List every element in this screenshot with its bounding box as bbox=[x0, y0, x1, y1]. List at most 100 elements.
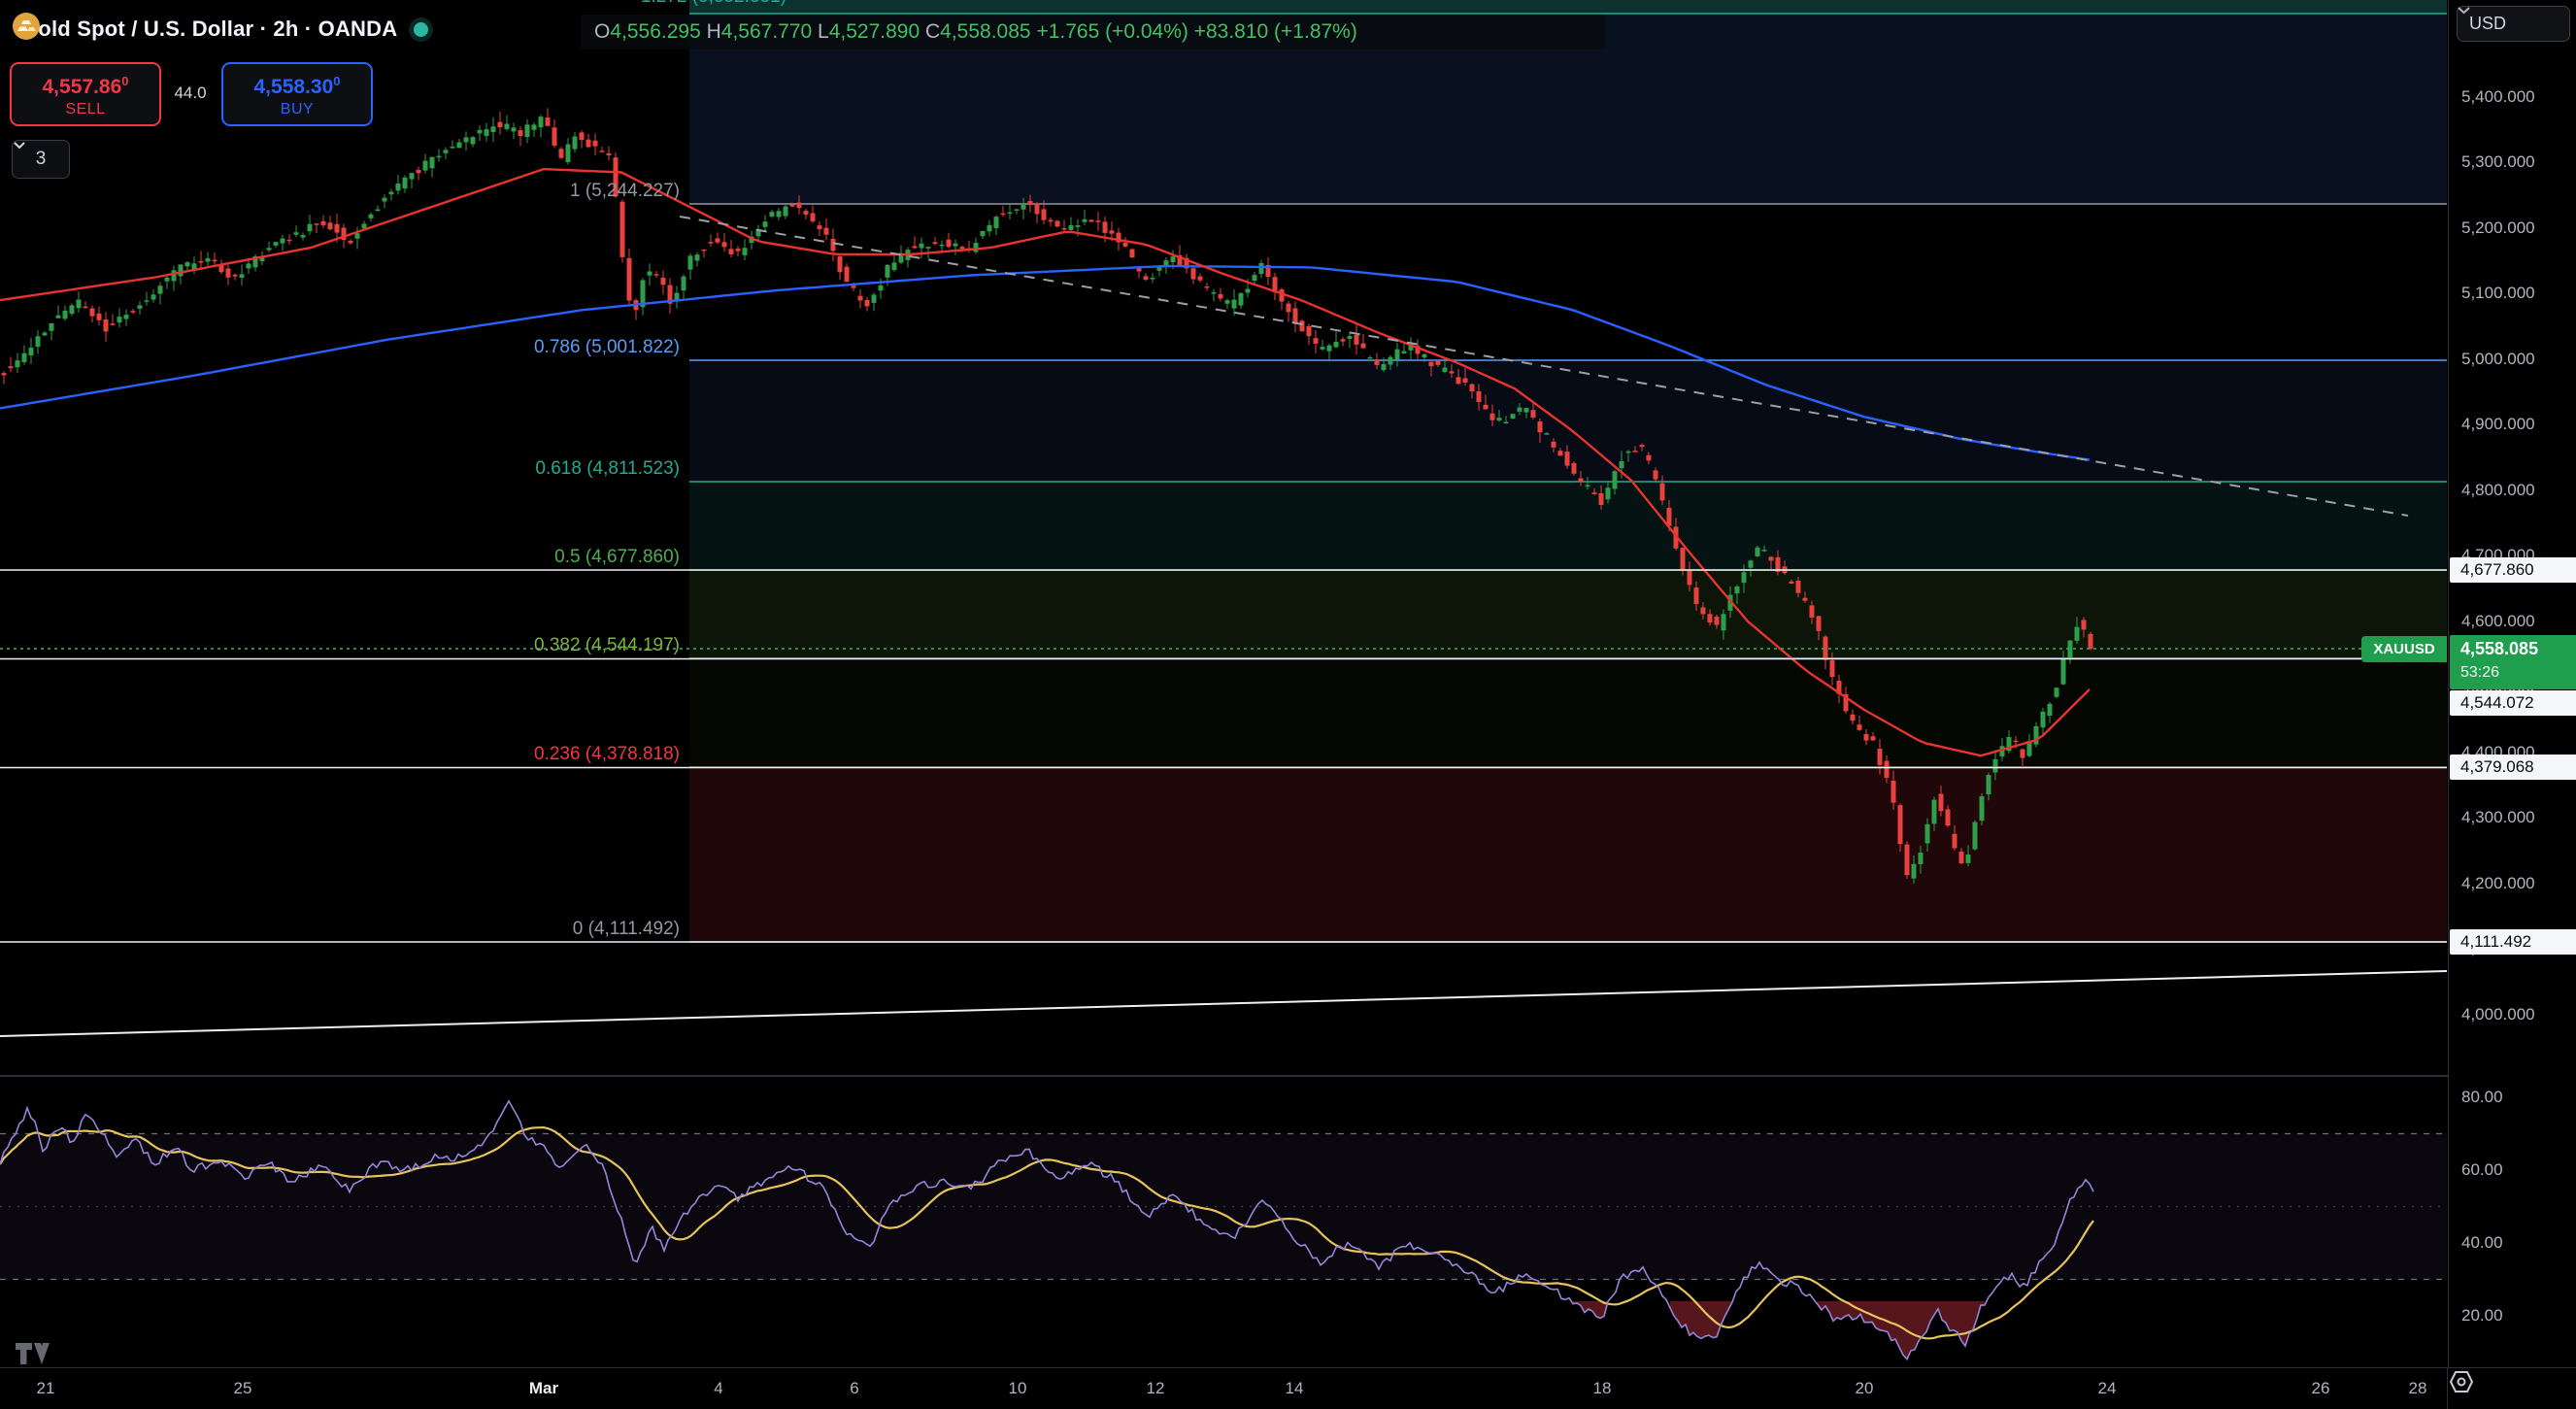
candle-body bbox=[538, 117, 544, 128]
candle-body bbox=[783, 206, 788, 217]
candle-body bbox=[1422, 353, 1427, 358]
fib-level-label: 0.236 (4,378.818) bbox=[533, 744, 680, 764]
candle-body bbox=[565, 144, 571, 162]
candle-body bbox=[1890, 780, 1896, 803]
candle-body bbox=[504, 123, 510, 129]
candle-body bbox=[307, 223, 313, 232]
candle-body bbox=[1224, 300, 1230, 304]
rsi-ma-line[interactable] bbox=[0, 1125, 2094, 1340]
change-since-open-value: +83.810 (+1.87%) bbox=[1193, 20, 1357, 43]
candle-body bbox=[1428, 361, 1434, 367]
candle-body bbox=[1408, 344, 1414, 351]
rsi-pane-canvas[interactable] bbox=[0, 1076, 2576, 1367]
pane-settings-hexagon-icon bbox=[2449, 1371, 2474, 1392]
candle-body bbox=[1354, 334, 1359, 345]
candle-body bbox=[2006, 736, 2012, 752]
candle-body bbox=[1836, 681, 1842, 694]
time-axis[interactable]: 21 25 Mar 4 6 10 12 14 18 20 24 26 28 bbox=[0, 1367, 2576, 1409]
candle-body bbox=[2040, 711, 2046, 728]
candle-body bbox=[320, 220, 326, 225]
candle-body bbox=[2026, 741, 2032, 756]
candle-body bbox=[1972, 822, 1978, 850]
candle-body bbox=[1687, 570, 1692, 586]
candle-body bbox=[1591, 492, 1597, 494]
candle-body bbox=[1415, 346, 1421, 354]
candle-body bbox=[1245, 288, 1251, 293]
price-axis[interactable]: 5,400.000 5,300.000 5,200.000 5,100.000 5,00… bbox=[2448, 0, 2576, 1367]
candle-body bbox=[1496, 418, 1502, 421]
candle-body bbox=[1014, 209, 1020, 211]
candle-body bbox=[1320, 347, 1325, 350]
candle-body bbox=[1693, 587, 1699, 605]
time-axis-settings[interactable] bbox=[2447, 1368, 2576, 1409]
price-axis-tick: 5,200.000 bbox=[2461, 218, 2535, 237]
candle-body bbox=[1313, 338, 1319, 344]
line-price-label: 4,111.492 bbox=[2450, 929, 2576, 955]
candle-body bbox=[823, 227, 829, 235]
candle-body bbox=[382, 197, 387, 202]
price-axis-tick: 5,100.000 bbox=[2461, 284, 2535, 303]
candle-body bbox=[1265, 264, 1271, 278]
open-value: 4,556.295 bbox=[610, 20, 707, 43]
candle-body bbox=[796, 202, 802, 209]
dashed-trendline[interactable] bbox=[679, 216, 2409, 517]
rsi-axis-tick: 20.00 bbox=[2461, 1306, 2503, 1325]
candle-body bbox=[1625, 451, 1631, 453]
candle-body bbox=[8, 366, 14, 369]
price-axis-tick: 4,900.000 bbox=[2461, 415, 2535, 434]
fast-moving-average-line[interactable] bbox=[0, 167, 2091, 757]
main-chart-canvas[interactable] bbox=[0, 0, 2576, 1076]
candle-body bbox=[1449, 371, 1455, 374]
currency-selector[interactable]: USD bbox=[2457, 6, 2570, 42]
indicators-collapse-button[interactable]: 3 bbox=[12, 140, 70, 179]
sell-price: 4,557.86 bbox=[42, 76, 122, 98]
time-axis-tick: 4 bbox=[714, 1379, 723, 1397]
candle-body bbox=[1761, 550, 1767, 552]
rsi-line[interactable] bbox=[0, 1099, 2094, 1361]
candle-body bbox=[1877, 749, 1883, 765]
candle-body bbox=[1775, 556, 1781, 572]
candle-body bbox=[742, 248, 748, 255]
slow-moving-average-line[interactable] bbox=[0, 264, 2091, 461]
candle-body bbox=[409, 173, 415, 180]
market-status-icon[interactable] bbox=[414, 21, 429, 37]
candle-body bbox=[1884, 760, 1890, 778]
time-axis-tick: 20 bbox=[1855, 1379, 1874, 1397]
candle-body bbox=[1068, 224, 1074, 230]
candle-body bbox=[1918, 853, 1924, 864]
candle-body bbox=[735, 249, 741, 252]
candle-body bbox=[1306, 325, 1312, 337]
sell-button[interactable]: 4,557.860 SELL bbox=[10, 62, 161, 126]
ascending-trendline[interactable] bbox=[0, 970, 2448, 1037]
candle-body bbox=[626, 257, 632, 301]
candle-body bbox=[1517, 407, 1522, 412]
candle-body bbox=[1816, 616, 1822, 631]
candle-body bbox=[1503, 421, 1509, 423]
fib-level-label: 0.618 (4,811.523) bbox=[535, 458, 680, 479]
candle-body bbox=[1714, 617, 1720, 625]
candle-body bbox=[1795, 581, 1801, 593]
candle-body bbox=[212, 259, 217, 262]
candle-body bbox=[1048, 219, 1054, 222]
candle-body bbox=[701, 249, 707, 252]
candle-body bbox=[497, 121, 503, 128]
candle-body bbox=[1109, 230, 1115, 234]
candle-body bbox=[524, 124, 530, 138]
candle-body bbox=[1272, 277, 1278, 292]
candle-body bbox=[1374, 359, 1380, 365]
candle-body bbox=[789, 204, 795, 207]
candle-body bbox=[1734, 586, 1740, 594]
symbol-title[interactable]: Gold Spot / U.S. Dollar · 2h · OANDA bbox=[21, 17, 398, 41]
candle-body bbox=[422, 160, 428, 171]
candle-body bbox=[334, 223, 340, 233]
buy-button[interactable]: 4,558.300 BUY bbox=[221, 62, 373, 126]
candle-body bbox=[511, 127, 517, 132]
candle-body bbox=[1116, 232, 1121, 243]
candle-body bbox=[314, 223, 319, 225]
candle-body bbox=[1184, 257, 1189, 269]
candle-body bbox=[1639, 445, 1645, 448]
time-axis-tick: 14 bbox=[1285, 1379, 1304, 1397]
candle-body bbox=[1530, 410, 1536, 418]
symbol-legend[interactable]: Gold Spot / U.S. Dollar · 2h · OANDA bbox=[12, 12, 429, 47]
candle-body bbox=[619, 201, 625, 257]
